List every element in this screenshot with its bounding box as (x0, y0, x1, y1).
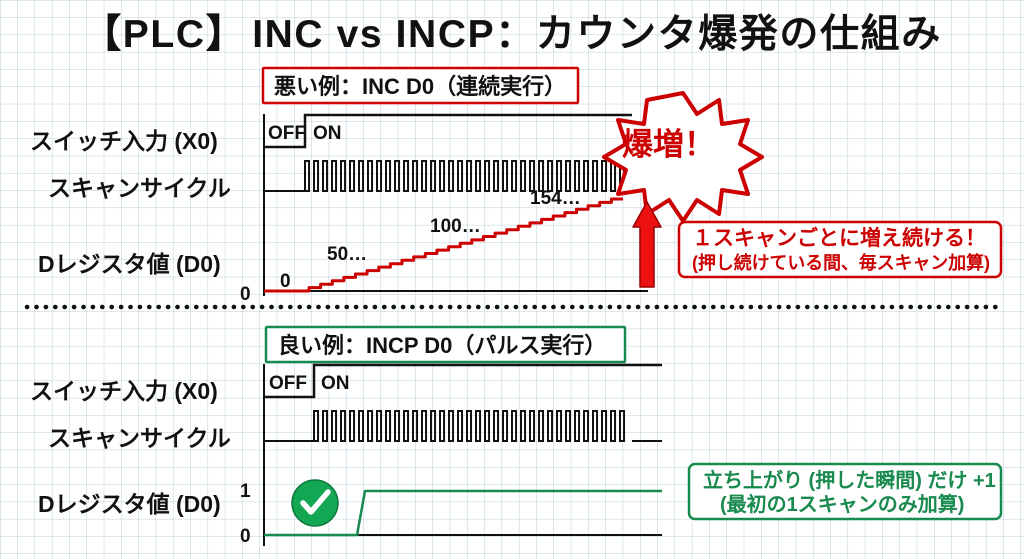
svg-text:0: 0 (280, 271, 291, 292)
svg-text:立ち上がり (押した瞬間) だけ +1: 立ち上がり (押した瞬間) だけ +1 (703, 468, 996, 492)
svg-text:ON: ON (313, 123, 342, 144)
svg-text:OFF: OFF (269, 373, 307, 394)
svg-text:１スキャンごとに増え続ける！: １スキャンごとに増え続ける！ (692, 226, 986, 250)
svg-text:悪い例：INC D0（連続実行）: 悪い例：INC D0（連続実行） (274, 74, 566, 99)
svg-text:50…: 50… (327, 244, 367, 265)
svg-text:ON: ON (321, 373, 350, 394)
svg-text:1: 1 (240, 481, 251, 502)
svg-text:100…: 100… (430, 216, 481, 237)
svg-text:(押し続けている間、毎スキャン加算): (押し続けている間、毎スキャン加算) (692, 252, 990, 273)
svg-text:OFF: OFF (268, 123, 306, 144)
svg-text:0: 0 (240, 526, 251, 547)
svg-text:0: 0 (240, 284, 251, 305)
svg-text:154…: 154… (530, 188, 581, 209)
svg-text:(最初の1スキャンのみ加算): (最初の1スキャンのみ加算) (720, 492, 964, 516)
svg-text:爆増！: 爆増！ (622, 127, 715, 162)
svg-text:良い例：INCP D0（パルス実行）: 良い例：INCP D0（パルス実行） (278, 333, 606, 358)
